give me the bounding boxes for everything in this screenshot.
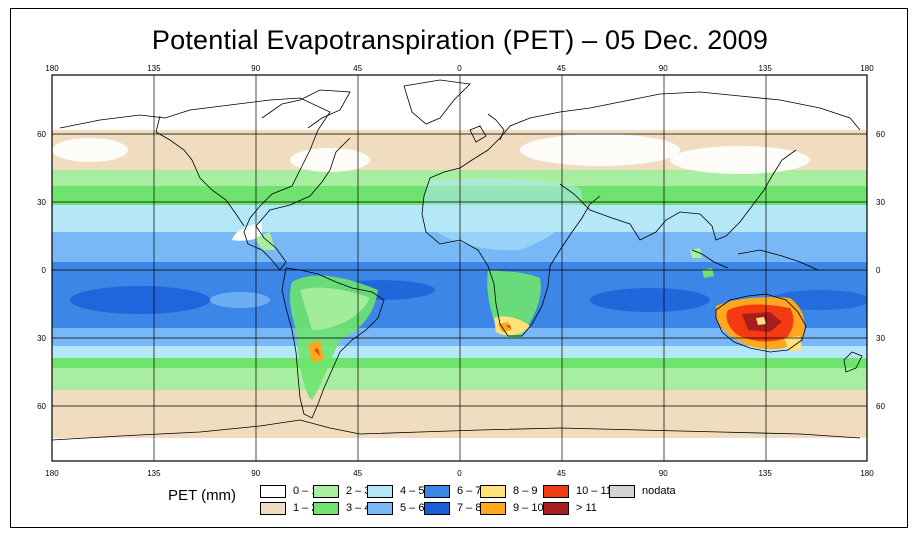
legend-item-7-8: 7 – 8 [424, 501, 481, 515]
lon-tick-label-top: 135 [147, 64, 161, 73]
legend-item-10-11: 10 – 11 [543, 484, 612, 498]
lon-tick-label-bottom: 45 [353, 469, 362, 478]
graticule [52, 75, 867, 461]
legend-label: 10 – 11 [576, 485, 612, 497]
lat-tick-label-left: 0 [42, 266, 47, 275]
legend-swatch [543, 501, 569, 515]
legend-swatch [424, 501, 450, 515]
legend-label: 5 – 6 [400, 502, 425, 514]
lon-tick-label-bottom: 90 [659, 469, 668, 478]
lon-tick-label-bottom: 135 [758, 469, 772, 478]
legend-item-gt-11: > 11 [543, 501, 597, 515]
lat-tick-label-right: 30 [876, 334, 885, 343]
legend-swatch [260, 484, 286, 498]
legend-label: 3 – 4 [346, 502, 371, 514]
lon-tick-label-bottom: 90 [251, 469, 260, 478]
legend-item-0-1: 0 – 1 [260, 484, 317, 498]
lat-tick-label-left: 30 [37, 198, 46, 207]
legend-label: 2 – 3 [346, 485, 371, 497]
legend-item-8-9: 8 – 9 [480, 484, 537, 498]
legend-label: 0 – 1 [293, 485, 318, 497]
legend-swatch [609, 484, 635, 498]
lon-tick-label-top: 90 [251, 64, 260, 73]
lon-tick-label-top: 90 [659, 64, 668, 73]
map-title: Potential Evapotranspiration (PET) – 05 … [151, 25, 769, 55]
lon-tick-label-top: 45 [353, 64, 362, 73]
lon-tick-label-top: 180 [860, 64, 874, 73]
legend-swatch [367, 484, 393, 498]
legend-swatch [480, 501, 506, 515]
lat-tick-label-right: 30 [876, 198, 885, 207]
lat-tick-label-right: 0 [876, 266, 881, 275]
lon-tick-label-top: 0 [457, 64, 462, 73]
legend-swatch [480, 484, 506, 498]
legend-item-9-10: 9 – 10 [480, 501, 544, 515]
legend-item-1-2: 1 – 2 [260, 501, 317, 515]
lon-tick-label-bottom: 180 [45, 469, 59, 478]
legend-label: 7 – 8 [457, 502, 482, 514]
legend-item-6-7: 6 – 7 [424, 484, 481, 498]
legend-label: 9 – 10 [513, 502, 544, 514]
lon-tick-label-bottom: 0 [457, 469, 462, 478]
legend-label: nodata [642, 485, 676, 497]
legend-label: 4 – 5 [400, 485, 425, 497]
legend-item-2-3: 2 – 3 [313, 484, 370, 498]
legend-item-nodata: nodata [609, 484, 676, 498]
legend-swatch [313, 484, 339, 498]
legend-swatch [424, 484, 450, 498]
legend-swatch [543, 484, 569, 498]
legend-swatch [260, 501, 286, 515]
lon-tick-label-bottom: 45 [557, 469, 566, 478]
lon-tick-label-top: 45 [557, 64, 566, 73]
map-border [51, 74, 868, 462]
lon-tick-label-top: 180 [45, 64, 59, 73]
legend-label: 6 – 7 [457, 485, 482, 497]
legend-label: > 11 [576, 502, 597, 514]
legend-title: PET (mm) [168, 487, 237, 504]
legend-item-3-4: 3 – 4 [313, 501, 370, 515]
lon-tick-label-bottom: 180 [860, 469, 874, 478]
legend-swatch [313, 501, 339, 515]
figure-frame [10, 8, 908, 528]
legend-label: 1 – 2 [293, 502, 318, 514]
lat-tick-label-left: 60 [37, 402, 46, 411]
lat-tick-label-left: 60 [37, 130, 46, 139]
legend-item-4-5: 4 – 5 [367, 484, 424, 498]
legend-swatch [367, 501, 393, 515]
lat-tick-label-right: 60 [876, 402, 885, 411]
legend-label: 8 – 9 [513, 485, 538, 497]
lon-tick-label-top: 135 [758, 64, 772, 73]
pet-field [52, 75, 867, 461]
lat-tick-label-right: 60 [876, 130, 885, 139]
lon-tick-label-bottom: 135 [147, 469, 161, 478]
coastlines [52, 79, 863, 441]
legend-item-5-6: 5 – 6 [367, 501, 424, 515]
lat-tick-label-left: 30 [37, 334, 46, 343]
